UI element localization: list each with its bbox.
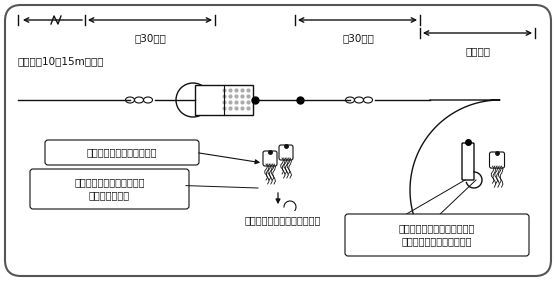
Text: 約30ｃｍ: 約30ｃｍ <box>134 33 166 43</box>
FancyBboxPatch shape <box>279 145 293 160</box>
Text: タコのベイトをカグラに絹
糸で括りつける: タコのベイトをカグラに絹 糸で括りつける <box>75 177 145 201</box>
FancyBboxPatch shape <box>489 152 504 168</box>
FancyBboxPatch shape <box>462 143 474 180</box>
Ellipse shape <box>176 83 210 117</box>
FancyBboxPatch shape <box>30 169 189 209</box>
Text: 船尾から10〜15mぐらい: 船尾から10〜15mぐらい <box>18 56 105 66</box>
Text: タコの足先より針が出ない様: タコの足先より針が出ない様 <box>245 215 321 225</box>
Ellipse shape <box>135 97 143 103</box>
Text: 牛の角かアワビ貝のカグラ: 牛の角かアワビ貝のカグラ <box>87 148 157 157</box>
Text: 約30ｃｍ: 約30ｃｍ <box>342 33 374 43</box>
Text: 出来るだけ銀々に光った弓角
（テンテン）がよく釣れる: 出来るだけ銀々に光った弓角 （テンテン）がよく釣れる <box>399 223 475 247</box>
Ellipse shape <box>345 97 355 103</box>
Ellipse shape <box>355 97 364 103</box>
FancyBboxPatch shape <box>195 85 253 115</box>
Ellipse shape <box>364 97 373 103</box>
FancyBboxPatch shape <box>263 151 277 166</box>
FancyBboxPatch shape <box>45 140 199 165</box>
Text: 約２ヒロ: 約２ヒロ <box>465 46 490 56</box>
Ellipse shape <box>126 97 135 103</box>
FancyBboxPatch shape <box>345 214 529 256</box>
Ellipse shape <box>143 97 152 103</box>
